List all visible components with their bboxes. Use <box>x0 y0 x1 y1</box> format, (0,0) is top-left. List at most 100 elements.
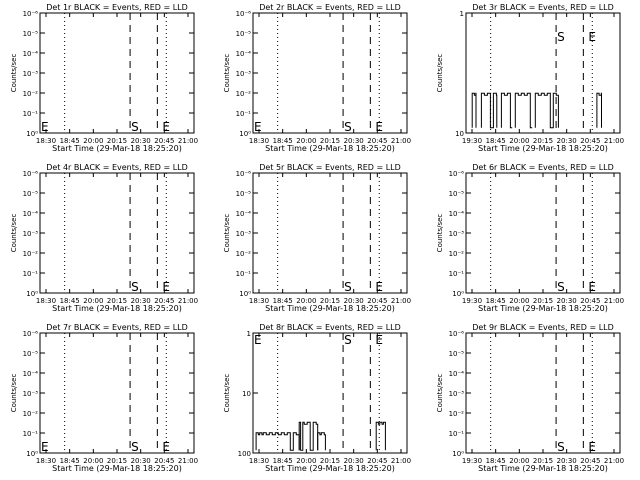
series-burst <box>298 421 319 451</box>
marker-e: E <box>254 120 262 134</box>
series-burst <box>514 92 533 129</box>
panel-title: Det 2r BLACK = Events, RED = LLD <box>259 3 401 12</box>
plot-frame <box>39 12 195 134</box>
marker-e: E <box>162 280 170 294</box>
marker-e: E <box>375 120 383 134</box>
x-tick-label: 21:00 <box>604 457 624 465</box>
series-burst <box>480 92 498 129</box>
plot-frame <box>465 332 621 454</box>
y-tick-label: 10⁻⁵ <box>23 190 39 198</box>
x-tick-label: 21:00 <box>178 137 198 145</box>
x-tick-label: 20:15 <box>320 137 340 145</box>
x-tick-label: 18:30 <box>36 297 56 305</box>
y-tick-label: 10⁻² <box>23 250 39 258</box>
x-axis-label: Start Time (29-Mar-18 18:25:20) <box>478 304 608 313</box>
x-tick-label: 20:45 <box>367 297 387 305</box>
x-axis-label: Start Time (29-Mar-18 18:25:20) <box>265 304 395 313</box>
y-tick-label: 10⁻⁶ <box>236 170 252 178</box>
x-tick-label: 21:00 <box>391 137 411 145</box>
marker-e: E <box>375 333 383 347</box>
x-tick-label: 18:45 <box>486 457 506 465</box>
marker-s: S <box>557 30 565 44</box>
x-tick-label: 21:00 <box>178 297 198 305</box>
panel-title: Det 4r BLACK = Events, RED = LLD <box>46 163 188 172</box>
plot-frame <box>465 172 621 294</box>
y-tick-label: 10⁻³ <box>23 70 39 78</box>
x-tick-label: 18:45 <box>273 137 293 145</box>
plot-frame <box>252 12 408 134</box>
x-tick-label: 20:30 <box>344 137 364 145</box>
x-tick-label: 19:30 <box>462 297 482 305</box>
y-tick-label: 10⁻⁶ <box>449 330 465 338</box>
y-tick-label: 10⁻² <box>236 250 252 258</box>
marker-s: S <box>557 440 565 454</box>
y-axis-label: Counts/sec <box>10 54 18 93</box>
y-tick-label: 10⁻³ <box>236 70 252 78</box>
x-tick-label: 20:00 <box>296 457 316 465</box>
series-burst <box>471 92 477 128</box>
series-burst <box>375 421 386 451</box>
y-axis-label: Counts/sec <box>223 54 231 93</box>
plot-frame <box>39 332 195 454</box>
y-tick-label: 10⁻⁵ <box>449 190 465 198</box>
y-tick-label: 10⁻¹ <box>23 110 39 118</box>
x-tick-label: 19:30 <box>462 457 482 465</box>
x-tick-label: 18:45 <box>486 137 506 145</box>
y-axis-label: Counts/sec <box>436 374 444 413</box>
x-tick-label: 18:30 <box>249 297 269 305</box>
x-tick-label: 21:00 <box>604 137 624 145</box>
series-burst <box>534 92 559 129</box>
detector-panel-5: Det 5r BLACK = Events, RED = LLD Start Ti… <box>223 163 411 313</box>
x-tick-label: 18:45 <box>273 457 293 465</box>
y-tick-label: 1 <box>247 330 251 338</box>
x-tick-label: 21:00 <box>178 457 198 465</box>
x-tick-label: 18:45 <box>486 297 506 305</box>
panel-title: Det 9r BLACK = Events, RED = LLD <box>472 323 614 332</box>
y-tick-label: 10⁻³ <box>449 230 465 238</box>
y-tick-label: 10⁰ <box>26 450 38 458</box>
x-tick-label: 20:30 <box>557 457 577 465</box>
x-tick-label: 19:30 <box>462 137 482 145</box>
detector-panel-6: Det 6r BLACK = Events, RED = LLD Start Ti… <box>436 163 624 313</box>
y-tick-label: 10⁻⁴ <box>449 210 465 218</box>
marker-e: E <box>162 440 170 454</box>
x-tick-label: 20:00 <box>296 137 316 145</box>
x-tick-label: 20:00 <box>509 457 529 465</box>
x-tick-label: 20:00 <box>83 137 103 145</box>
x-tick-label: 20:45 <box>367 457 387 465</box>
y-tick-label: 10⁻¹ <box>23 270 39 278</box>
x-tick-label: 20:45 <box>154 457 174 465</box>
y-tick-label: 10⁻⁵ <box>449 350 465 358</box>
y-tick-label: 10⁰ <box>26 290 38 298</box>
y-tick-label: 10⁻² <box>449 250 465 258</box>
y-axis-label: Counts/sec <box>223 374 231 413</box>
x-tick-label: 18:45 <box>60 457 80 465</box>
panel-title: Det 7r BLACK = Events, RED = LLD <box>46 323 188 332</box>
x-tick-label: 18:30 <box>249 137 269 145</box>
x-tick-label: 20:00 <box>83 457 103 465</box>
x-tick-label: 20:30 <box>557 137 577 145</box>
y-tick-label: 10⁰ <box>239 290 251 298</box>
panel-title: Det 3r BLACK = Events, RED = LLD <box>472 3 614 12</box>
y-tick-label: 10⁻² <box>23 410 39 418</box>
x-tick-label: 20:00 <box>83 297 103 305</box>
x-tick-label: 20:15 <box>533 297 553 305</box>
series-burst <box>500 92 513 129</box>
x-tick-label: 18:30 <box>249 457 269 465</box>
x-tick-label: 21:00 <box>391 297 411 305</box>
x-tick-label: 18:30 <box>36 137 56 145</box>
y-tick-label: 10⁻⁶ <box>449 170 465 178</box>
marker-s: S <box>131 280 139 294</box>
y-tick-label: 10⁻⁴ <box>236 50 252 58</box>
x-tick-label: 20:30 <box>131 297 151 305</box>
x-tick-label: 20:30 <box>344 457 364 465</box>
y-tick-label: 10⁻⁶ <box>23 10 39 18</box>
series-burst <box>317 432 326 451</box>
detector-panel-4: Det 4r BLACK = Events, RED = LLD Start Ti… <box>10 163 198 313</box>
y-tick-label: 10⁻² <box>23 90 39 98</box>
y-tick-label: 10⁻¹ <box>449 270 465 278</box>
marker-s: S <box>344 120 352 134</box>
x-tick-label: 21:00 <box>604 297 624 305</box>
x-tick-label: 20:15 <box>107 457 127 465</box>
marker-s: S <box>557 280 565 294</box>
